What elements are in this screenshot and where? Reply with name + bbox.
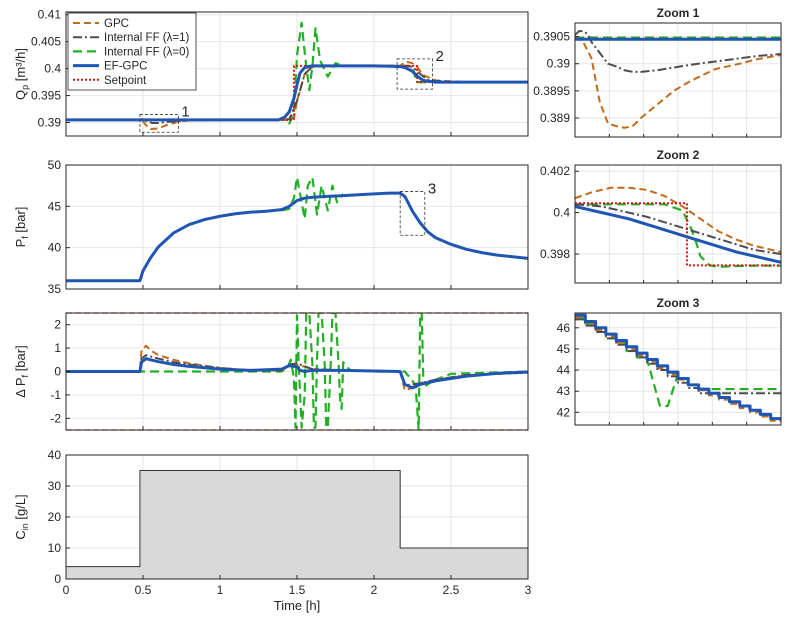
x-tick-label: 0 xyxy=(63,583,70,597)
y-tick-label: 0.402 xyxy=(540,164,570,178)
y-tick-label: 20 xyxy=(48,510,62,524)
y-tick-label: 42 xyxy=(557,405,571,419)
y-tick-label: 0.41 xyxy=(38,8,62,22)
series-iff0-line xyxy=(281,176,345,220)
series-iff0-line xyxy=(66,313,528,430)
y-tick-label: 43 xyxy=(557,384,571,398)
x-tick-label: 0.5 xyxy=(135,583,152,597)
series-group xyxy=(66,21,528,130)
legend-label-setpoint: Setpoint xyxy=(104,75,147,87)
panel-zoom1: 0.389 0.3895 0.39 0.3905 Zoom 1 xyxy=(533,6,782,138)
y-tick-label: 50 xyxy=(48,158,62,172)
series-gpc-line xyxy=(575,316,781,422)
zoom-box-2 xyxy=(396,58,433,90)
y-tick-label: 2 xyxy=(54,318,61,332)
y-tick-label: 0 xyxy=(54,365,61,379)
y-tick-label: 0.4 xyxy=(44,62,61,76)
y-tick-label: -1 xyxy=(50,388,61,402)
x-tick-label: 3 xyxy=(525,583,532,597)
panel-dpf: -2 -1 0 1 2 Δ Pf [bar] xyxy=(13,312,529,431)
y-tick-label: 10 xyxy=(48,541,62,555)
series-iff1-line xyxy=(575,30,781,73)
y-tick-label: 0.4 xyxy=(553,206,570,220)
zoom-title: Zoom 3 xyxy=(657,296,700,310)
legend-label-iff0: Internal FF (λ=0) xyxy=(104,46,189,58)
y-axis-label: Cin [g/L] xyxy=(13,494,30,539)
series-gpc-line xyxy=(575,35,781,129)
series-iff1-line xyxy=(575,203,781,256)
y-tick-label: 0.405 xyxy=(31,35,61,49)
series-efgpc-line xyxy=(575,313,781,421)
panel-cin: 0 10 20 30 40 0 0.5 1 1.5 2 2.5 3 Cin [g/L] Time [h] xyxy=(13,448,532,613)
zoom-box-3 xyxy=(399,191,426,236)
series-gpc-line xyxy=(66,61,528,130)
zoom-title: Zoom 1 xyxy=(657,6,700,20)
series-group xyxy=(575,186,781,268)
series-group xyxy=(575,30,781,129)
x-tick-label: 1.5 xyxy=(289,583,306,597)
series-cin-area xyxy=(66,470,528,579)
panel-zoom2: 0.398 0.4 0.402 Zoom 2 xyxy=(540,148,782,284)
series-group xyxy=(575,313,781,422)
y-tick-label: 0.395 xyxy=(31,89,61,103)
series-gpc-line xyxy=(575,186,781,253)
series-efgpc-line xyxy=(66,64,528,122)
series-setpoint-line xyxy=(575,202,781,267)
zoom-box-label-2: 2 xyxy=(436,48,444,65)
legend: GPC Internal FF (λ=1) Internal FF (λ=0) EF-… xyxy=(67,12,197,91)
y-tick-label: -2 xyxy=(50,411,61,425)
y-tick-label: 0 xyxy=(54,572,61,586)
y-tick-label: 0.389 xyxy=(540,111,570,125)
series-efgpc-line xyxy=(575,204,781,264)
series-group xyxy=(66,313,528,430)
y-tick-label: 0.398 xyxy=(540,247,570,261)
y-axis-label: Δ Pf [bar] xyxy=(13,345,30,397)
legend-label-iff1: Internal FF (λ=1) xyxy=(104,32,189,44)
zoom-box-label-3: 3 xyxy=(428,180,436,197)
series-efgpc-line xyxy=(66,191,528,283)
series-group xyxy=(66,470,528,579)
y-axis-label: Pf [bar] xyxy=(13,207,30,248)
series-group xyxy=(66,176,528,283)
x-tick-label: 1 xyxy=(217,583,224,597)
y-tick-label: 40 xyxy=(48,241,62,255)
panel-zoom3: 42 43 44 45 46 Zoom 3 xyxy=(557,296,782,426)
y-tick-label: 0.39 xyxy=(38,116,62,130)
y-tick-label: 0.3895 xyxy=(533,84,570,98)
y-axis-label: Qp [m³/h] xyxy=(13,48,30,100)
y-tick-label: 44 xyxy=(557,363,571,377)
series-iff0-line xyxy=(575,203,781,268)
zoom-box-1 xyxy=(139,114,179,133)
x-axis-label: Time [h] xyxy=(274,598,320,613)
y-tick-label: 35 xyxy=(48,282,62,296)
y-tick-label: 0.39 xyxy=(547,57,571,71)
legend-label-efgpc: EF-GPC xyxy=(104,61,147,73)
x-tick-label: 2 xyxy=(371,583,378,597)
y-tick-label: 45 xyxy=(48,199,62,213)
y-tick-label: 1 xyxy=(54,341,61,355)
zoom-box-label-1: 1 xyxy=(181,103,189,120)
y-tick-label: 46 xyxy=(557,321,571,335)
y-tick-label: 0.3905 xyxy=(533,30,570,44)
series-iff1-line xyxy=(575,318,781,395)
zoom-title: Zoom 2 xyxy=(657,148,700,162)
legend-label-gpc: GPC xyxy=(104,18,129,30)
series-efgpc-line xyxy=(66,357,528,390)
x-tick-label: 2.5 xyxy=(443,583,460,597)
y-tick-label: 45 xyxy=(557,342,571,356)
y-tick-label: 30 xyxy=(48,479,62,493)
panel-pf: 3 35 40 45 50 Pf [bar] xyxy=(13,158,529,296)
y-tick-label: 40 xyxy=(48,448,62,462)
